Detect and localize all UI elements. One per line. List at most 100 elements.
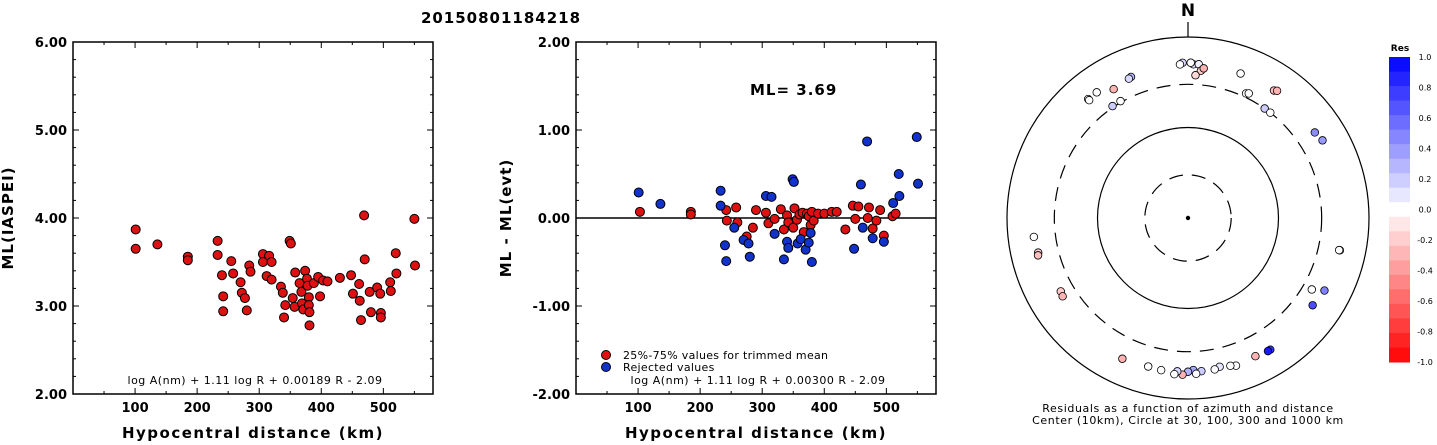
- station-marker: [1226, 361, 1235, 371]
- station-marker: [1272, 86, 1282, 95]
- legend-marker-rejected: [601, 362, 611, 372]
- station-marker: [1124, 74, 1134, 83]
- data-point: [241, 305, 252, 316]
- colorbar-swatch: [1389, 144, 1410, 160]
- colorbar: Res 1.0 0.8 0.6 0.4 0.2 0.0 -0.2 -0.4 -0.6 -0.8 -1…: [1389, 44, 1433, 367]
- station-marker: [1199, 64, 1208, 73]
- station-marker: [1308, 301, 1317, 310]
- data-point: [775, 204, 786, 215]
- data-point: [290, 267, 301, 278]
- data-point: [385, 277, 396, 288]
- data-point: [760, 207, 771, 218]
- data-point: [364, 286, 375, 297]
- colorbar-tick-label: -0.2: [1417, 236, 1433, 245]
- data-point: [850, 213, 861, 224]
- station-marker: [1108, 101, 1117, 111]
- y-tick-label: 1.00: [538, 124, 570, 139]
- x-tick-label: 100: [121, 401, 148, 416]
- station-marker: [1263, 346, 1273, 356]
- x-tick-label: 200: [687, 401, 714, 416]
- y-tick-label: 2.00: [35, 388, 67, 403]
- data-point: [806, 257, 817, 267]
- data-point: [239, 293, 250, 304]
- data-point: [385, 286, 396, 297]
- data-point: [287, 293, 298, 304]
- y-tick-label: 6.00: [35, 36, 67, 51]
- colorbar-swatch: [1389, 332, 1410, 348]
- colorbar-swatch: [1389, 303, 1410, 319]
- data-point: [911, 132, 922, 143]
- x-tick-label: 500: [873, 401, 900, 416]
- data-point: [216, 270, 227, 281]
- y-tick-label: 0.00: [538, 212, 570, 227]
- legend-marker-trimmed: [601, 350, 611, 360]
- station-marker: [1116, 96, 1125, 106]
- station-marker: [1310, 128, 1320, 137]
- data-point: [634, 206, 645, 217]
- caption-line-2: Center (10km), Circle at 30, 100, 300 an…: [1032, 414, 1344, 427]
- data-point: [743, 238, 754, 249]
- station-marker: [1170, 369, 1179, 379]
- data-point: [359, 210, 370, 221]
- y-axis-label: ML(IASPEI): [0, 166, 17, 269]
- colorbar-swatch: [1389, 245, 1410, 261]
- ring-30km: [1144, 174, 1232, 262]
- data-point: [334, 272, 345, 283]
- data-point: [783, 242, 794, 253]
- data-point: [212, 235, 223, 246]
- ml-vs-distance-chart: 100 200 300 400 500 2.00 3.00 4.00 5.00 6.00 log…: [0, 36, 434, 442]
- data-point: [266, 257, 277, 267]
- data-point: [218, 291, 229, 302]
- data-point: [279, 312, 290, 323]
- data-point: [862, 136, 873, 147]
- x-tick-label: 200: [184, 401, 211, 416]
- colorbar-tick-label: 1.0: [1419, 53, 1432, 62]
- station-marker: [1334, 245, 1344, 255]
- data-point: [719, 240, 730, 251]
- colorbar-tick-label: -0.6: [1417, 297, 1433, 306]
- data-point: [875, 205, 886, 216]
- colorbar-swatch: [1389, 57, 1410, 73]
- data-point: [212, 249, 223, 260]
- data-point: [867, 233, 878, 244]
- formula-label: log A(nm) + 1.11 log R + 0.00300 R - 2.0…: [631, 374, 886, 387]
- colorbar-tick-label: -0.8: [1417, 328, 1433, 337]
- colorbar-swatch: [1389, 86, 1410, 102]
- station-marker: [1210, 365, 1219, 374]
- colorbar-title: Res: [1391, 44, 1409, 54]
- data-point: [304, 307, 315, 318]
- data-point: [391, 268, 402, 279]
- data-point: [315, 291, 326, 302]
- data-point: [228, 268, 239, 279]
- colorbar-tick-label: 0.4: [1419, 145, 1432, 154]
- x-tick-label: 100: [624, 401, 651, 416]
- station-marker: [1186, 58, 1195, 67]
- event-title: 20150801184218: [421, 9, 581, 27]
- data-point: [849, 243, 860, 254]
- data-point: [354, 279, 365, 289]
- data-point: [744, 251, 755, 262]
- data-point: [152, 239, 163, 250]
- formula-label: log A(nm) + 1.11 log R + 0.00189 R - 2.0…: [128, 374, 383, 387]
- data-point: [655, 198, 666, 209]
- center-dot: [1185, 215, 1191, 221]
- data-point: [347, 288, 358, 299]
- colorbar-swatch: [1389, 158, 1410, 174]
- tick-marks: [73, 41, 433, 395]
- data-point: [304, 320, 315, 331]
- data-point: [277, 287, 288, 298]
- data-point: [182, 255, 193, 266]
- data-point: [788, 176, 799, 187]
- y-tick-label: -1.00: [533, 300, 570, 315]
- data-point: [280, 300, 291, 311]
- colorbar-swatch: [1389, 318, 1410, 334]
- station-marker: [1118, 354, 1127, 363]
- data-point: [871, 215, 882, 226]
- y-tick-label: 2.00: [538, 36, 570, 51]
- data-point: [715, 185, 726, 196]
- data-point: [359, 254, 370, 265]
- y-axis-label: ML - ML(evt): [497, 159, 515, 277]
- station-marker: [1307, 285, 1317, 294]
- data-point: [855, 179, 866, 190]
